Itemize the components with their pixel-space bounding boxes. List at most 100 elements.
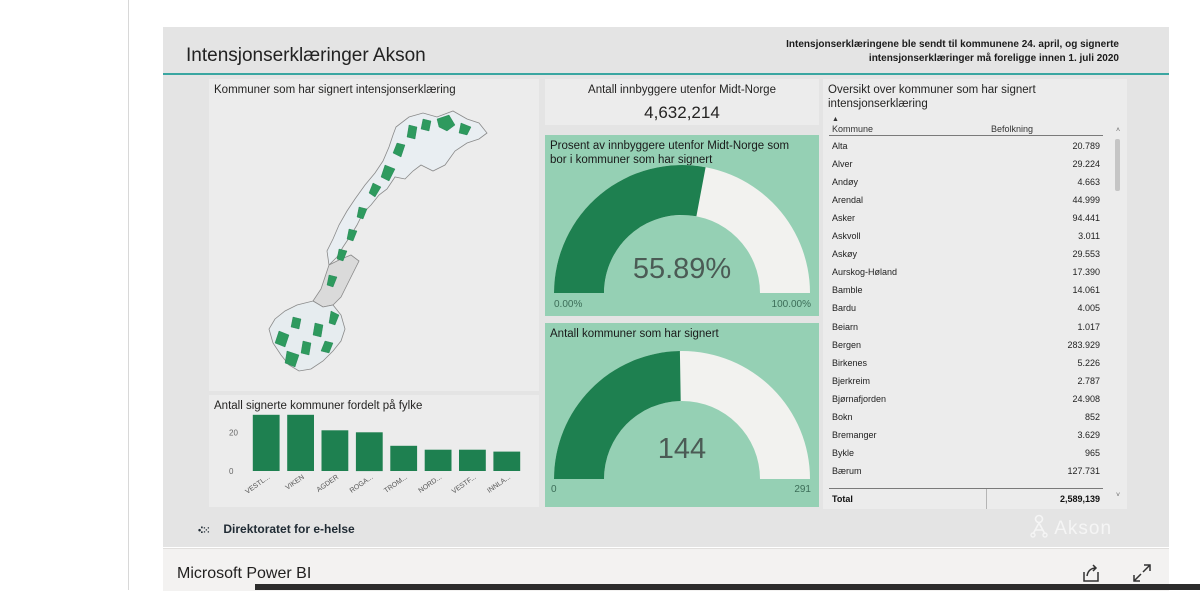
scroll-thumb[interactable] bbox=[1115, 139, 1120, 191]
cell-kommune: Beiarn bbox=[832, 321, 859, 332]
bar[interactable] bbox=[355, 432, 383, 472]
scroll-up-icon[interactable]: ˄ bbox=[1115, 127, 1121, 134]
signed-municipalities bbox=[274, 114, 472, 368]
signed-region bbox=[436, 114, 456, 132]
municipality-table-panel[interactable]: Oversikt over kommuner som har signert i… bbox=[823, 79, 1127, 509]
expand-icon[interactable] bbox=[1131, 562, 1153, 584]
signed-region bbox=[356, 206, 368, 220]
x-tick-label: VESTL... bbox=[244, 474, 271, 496]
table-row[interactable]: Alver 29.224 bbox=[829, 155, 1103, 173]
signed-region bbox=[368, 182, 382, 198]
sort-indicator[interactable]: ▲ bbox=[832, 116, 839, 123]
table-row[interactable]: Bokn 852 bbox=[829, 408, 1103, 426]
percent-gauge-panel[interactable]: Prosent av innbyggere utenfor Midt-Norge… bbox=[545, 135, 819, 316]
table-row[interactable]: Asker 94.441 bbox=[829, 209, 1103, 227]
page-divider bbox=[128, 0, 129, 590]
percent-gauge bbox=[554, 165, 810, 293]
total-column-divider bbox=[986, 489, 987, 509]
header-note-line1: Intensjonserklæringene ble sendt til kom… bbox=[786, 39, 1119, 50]
table-row[interactable]: Bardu 4.005 bbox=[829, 299, 1103, 317]
cell-befolkning: 17.390 bbox=[1072, 267, 1100, 278]
signed-region bbox=[336, 248, 348, 262]
norway-map[interactable] bbox=[209, 79, 539, 391]
cell-befolkning: 1.017 bbox=[1077, 321, 1100, 332]
table-row[interactable]: Bjørnafjorden 24.908 bbox=[829, 390, 1103, 408]
report-title: Intensjonserklæringer Akson bbox=[186, 45, 426, 66]
table-row[interactable]: Bergen 283.929 bbox=[829, 336, 1103, 354]
percent-gauge-max: 100.00% bbox=[771, 299, 811, 310]
total-value: 2,589,139 bbox=[1059, 494, 1100, 504]
table-row[interactable]: Arendal 44.999 bbox=[829, 191, 1103, 209]
report-header: Intensjonserklæringer Akson Intensjonser… bbox=[163, 27, 1169, 75]
bar[interactable] bbox=[321, 430, 349, 471]
cell-kommune: Birkenes bbox=[832, 357, 868, 368]
x-tick-label: ROGA... bbox=[349, 474, 375, 495]
powerbi-brand[interactable]: Microsoft Power BI bbox=[177, 565, 312, 582]
population-card-title: Antall innbyggere utenfor Midt-Norge bbox=[588, 84, 776, 96]
bar[interactable] bbox=[424, 449, 452, 471]
table-row[interactable]: Alta 20.789 bbox=[829, 137, 1103, 155]
population-card: Antall innbyggere utenfor Midt-Norge 4,6… bbox=[545, 79, 819, 125]
signed-region bbox=[284, 350, 300, 368]
table-row[interactable]: Beiarn 1.017 bbox=[829, 318, 1103, 336]
percent-gauge-title: Prosent av innbyggere utenfor Midt-Norge… bbox=[550, 139, 789, 167]
table-row[interactable]: Aurskog-Høland 17.390 bbox=[829, 263, 1103, 281]
x-tick-label: VIKEN bbox=[285, 474, 306, 492]
signed-region bbox=[380, 164, 396, 182]
column-header-befolkning[interactable]: Befolkning bbox=[991, 124, 1034, 134]
cell-befolkning: 5.226 bbox=[1077, 357, 1100, 368]
table-row[interactable]: Askvoll 3.011 bbox=[829, 227, 1103, 245]
percent-gauge-value: 55.89% bbox=[632, 253, 732, 285]
table-title-line1: Oversikt over kommuner som har signert bbox=[828, 84, 1036, 96]
map-panel[interactable]: Kommuner som har signert intensjonserklæ… bbox=[209, 79, 539, 391]
signed-region bbox=[274, 330, 290, 348]
total-label: Total bbox=[832, 494, 853, 504]
table-row[interactable]: Birkenes 5.226 bbox=[829, 354, 1103, 372]
signed-region bbox=[328, 310, 340, 326]
header-note-line2: intensjonserklæringer må foreligge innen… bbox=[868, 53, 1119, 64]
percent-gauge-min: 0.00% bbox=[554, 299, 583, 310]
signed-region bbox=[458, 122, 472, 136]
table-row[interactable]: Bærum 127.731 bbox=[829, 462, 1103, 480]
bar[interactable] bbox=[287, 414, 314, 471]
cell-befolkning: 44.999 bbox=[1072, 195, 1100, 206]
directorate-logo-text: Direktoratet for e-helse bbox=[223, 522, 355, 536]
table-row[interactable]: Bamble 14.061 bbox=[829, 281, 1103, 299]
cell-kommune: Asker bbox=[832, 213, 856, 224]
table-row[interactable]: Andøy 4.663 bbox=[829, 173, 1103, 191]
table-header: ▲ Kommune Befolkning bbox=[829, 115, 1103, 136]
share-icon[interactable] bbox=[1080, 562, 1102, 584]
cell-kommune: Bergen bbox=[832, 339, 862, 350]
scroll-down-icon[interactable]: ˅ bbox=[1115, 492, 1121, 499]
cell-kommune: Askøy bbox=[832, 249, 858, 260]
column-header-kommune[interactable]: Kommune bbox=[832, 124, 874, 134]
table-row[interactable]: Bjerkreim 2.787 bbox=[829, 372, 1103, 390]
x-tick-label: VESTF... bbox=[451, 474, 478, 496]
table-row[interactable]: Bykle 965 bbox=[829, 444, 1103, 462]
cell-befolkning: 2.787 bbox=[1077, 375, 1100, 386]
table-row[interactable]: Bremanger 3.629 bbox=[829, 426, 1103, 444]
cell-kommune: Bamble bbox=[832, 285, 863, 296]
signed-region bbox=[312, 322, 324, 338]
x-tick-label: TROM... bbox=[383, 474, 409, 495]
table-title: Oversikt over kommuner som har signert i… bbox=[828, 83, 1036, 111]
cell-kommune: Askvoll bbox=[832, 231, 861, 242]
bar[interactable] bbox=[459, 449, 486, 471]
y-tick-label: 0 bbox=[229, 467, 234, 476]
report-canvas: Intensjonserklæringer Akson Intensjonser… bbox=[163, 27, 1169, 547]
count-gauge-title: Antall kommuner som har signert bbox=[550, 328, 719, 340]
bar-chart-panel[interactable]: Antall signerte kommuner fordelt på fylk… bbox=[209, 395, 539, 507]
bar-chart[interactable]: 0 20 VESTL... VIKEN AGDER ROGA... TROM... NORD.… bbox=[209, 395, 539, 507]
bar[interactable] bbox=[493, 451, 521, 471]
cell-befolkning: 283.929 bbox=[1067, 339, 1100, 350]
powerbi-footer: Microsoft Power BI bbox=[163, 548, 1169, 591]
x-tick-label: NORD... bbox=[418, 474, 444, 495]
bar[interactable] bbox=[390, 445, 418, 471]
bar[interactable] bbox=[252, 414, 280, 471]
count-gauge-panel[interactable]: Antall kommuner som har signert 144 0 29… bbox=[545, 323, 819, 507]
table-scrollbar[interactable]: ˄ ˅ bbox=[1114, 127, 1122, 499]
count-gauge-min: 0 bbox=[551, 484, 557, 495]
cell-kommune: Alta bbox=[832, 141, 848, 151]
akson-logo-icon bbox=[1030, 514, 1048, 538]
table-row[interactable]: Askøy 29.553 bbox=[829, 245, 1103, 263]
